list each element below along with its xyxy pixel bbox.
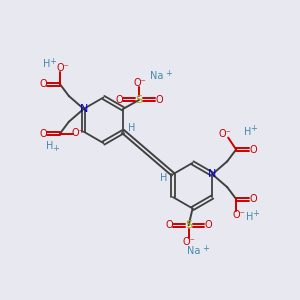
Text: N: N xyxy=(80,104,88,114)
Text: O: O xyxy=(205,220,212,230)
Text: O⁻: O⁻ xyxy=(134,78,146,88)
Text: +: + xyxy=(50,57,56,66)
Text: H: H xyxy=(44,59,51,69)
Text: Na: Na xyxy=(187,246,200,256)
Text: S: S xyxy=(136,95,142,105)
Text: O: O xyxy=(249,194,257,204)
Text: H: H xyxy=(46,140,54,151)
Text: H: H xyxy=(128,123,136,133)
Text: H: H xyxy=(244,127,252,137)
Text: +: + xyxy=(165,69,172,78)
Text: H: H xyxy=(246,212,254,222)
Text: O: O xyxy=(249,145,257,154)
Text: +: + xyxy=(253,209,260,218)
Text: O⁻: O⁻ xyxy=(219,129,232,139)
Text: O: O xyxy=(155,95,163,105)
Text: O: O xyxy=(165,220,172,230)
Text: +: + xyxy=(202,244,209,253)
Text: N: N xyxy=(208,169,217,179)
Text: S: S xyxy=(185,220,192,230)
Text: O⁻: O⁻ xyxy=(233,210,245,220)
Text: O⁻: O⁻ xyxy=(182,237,195,247)
Text: +: + xyxy=(52,144,59,153)
Text: O: O xyxy=(39,129,47,139)
Text: O⁻: O⁻ xyxy=(71,128,84,138)
Text: O: O xyxy=(116,95,123,105)
Text: H: H xyxy=(160,173,168,183)
Text: Na: Na xyxy=(150,71,164,81)
Text: O: O xyxy=(39,79,47,89)
Text: +: + xyxy=(250,124,257,133)
Text: O⁻: O⁻ xyxy=(56,63,69,73)
